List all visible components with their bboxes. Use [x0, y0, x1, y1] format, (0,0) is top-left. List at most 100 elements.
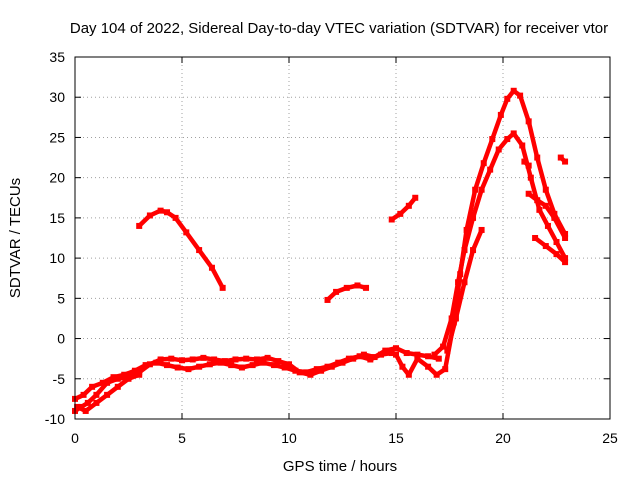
data-point [82, 407, 89, 414]
data-point [104, 391, 111, 398]
data-point [74, 403, 81, 410]
y-tick-labels: -10 -5 0 5 10 15 20 25 30 35 [45, 49, 65, 427]
data-point [335, 359, 342, 366]
data-point [333, 288, 340, 295]
data-point [164, 209, 171, 216]
data-point [208, 264, 215, 271]
data-point [431, 351, 438, 358]
data-point [461, 247, 468, 254]
y-tick-label: 35 [49, 49, 65, 65]
data-point [536, 206, 543, 213]
data-point [125, 375, 132, 382]
chart-title: Day 104 of 2022, Sidereal Day-to-day VTE… [70, 20, 608, 37]
data-point [472, 186, 479, 193]
data-point [114, 375, 121, 382]
data-point [157, 356, 164, 363]
x-tick-label: 5 [178, 430, 186, 446]
data-point [217, 359, 224, 366]
y-tick-label: 30 [49, 89, 65, 105]
data-point [504, 95, 511, 102]
data-point [93, 399, 100, 406]
data-point [196, 247, 203, 254]
data-point [399, 363, 406, 370]
data-point [551, 210, 558, 217]
data-point [286, 361, 292, 368]
data-point [517, 92, 524, 99]
data-point [388, 216, 395, 223]
data-point [89, 383, 96, 390]
data-point [497, 111, 504, 118]
data-point [510, 130, 517, 137]
data-point [534, 197, 541, 204]
y-tick-label: 15 [49, 210, 65, 226]
series-arc-6 [389, 195, 418, 222]
data-point [164, 362, 171, 369]
plot-frame [74, 56, 611, 420]
series-arc-7 [393, 88, 568, 378]
data-point [527, 174, 534, 181]
data-point [99, 379, 106, 386]
data-point [435, 355, 442, 362]
data-point [200, 354, 207, 361]
data-point [405, 371, 412, 378]
data-point [232, 356, 239, 363]
data-point [157, 207, 164, 214]
data-point [525, 118, 532, 125]
x-tick-label: 20 [495, 430, 511, 446]
data-point [414, 355, 421, 362]
data-point [393, 351, 399, 358]
data-point [114, 383, 121, 390]
data-point [382, 347, 389, 354]
data-point [354, 282, 361, 289]
x-tick-label: 0 [71, 430, 79, 446]
data-point [495, 146, 502, 153]
data-point [324, 296, 331, 303]
data-point [562, 158, 569, 165]
data-point [249, 362, 256, 369]
data-point [478, 186, 485, 193]
data-point [153, 359, 160, 366]
data-point [433, 371, 440, 378]
data-point [183, 229, 190, 236]
data-point [356, 353, 363, 360]
data-point [532, 235, 539, 241]
x-axis-label: GPS time / hours [283, 458, 397, 475]
data-point [425, 363, 432, 370]
data-point [172, 214, 179, 221]
data-point [393, 345, 399, 352]
data-point [425, 353, 432, 360]
data-point [146, 212, 153, 219]
data-point [260, 359, 267, 366]
data-point [136, 371, 143, 378]
data-point [442, 366, 449, 373]
data-point [179, 357, 185, 364]
data-point [313, 366, 320, 373]
data-point [93, 391, 100, 398]
data-point [303, 369, 310, 376]
data-point [510, 87, 517, 94]
y-tick-label: -5 [53, 371, 66, 387]
data-point [455, 279, 462, 286]
data-point [318, 367, 325, 374]
data-point [271, 362, 278, 369]
y-tick-label: 0 [57, 331, 65, 347]
data-point [397, 210, 404, 217]
data-point [185, 366, 192, 373]
data-point [553, 251, 560, 258]
data-point [324, 363, 331, 370]
data-point [504, 136, 511, 143]
data-point [521, 158, 528, 165]
data-point [448, 315, 455, 322]
y-axis-label: SDTVAR / TECUs [7, 178, 24, 298]
data-point [80, 391, 87, 398]
data-point [281, 364, 288, 371]
data-point [470, 247, 477, 254]
data-point [542, 202, 549, 209]
data-point [168, 355, 175, 362]
data-point [253, 356, 260, 363]
data-point [219, 284, 226, 291]
data-point [480, 160, 487, 167]
data-point [221, 358, 228, 365]
